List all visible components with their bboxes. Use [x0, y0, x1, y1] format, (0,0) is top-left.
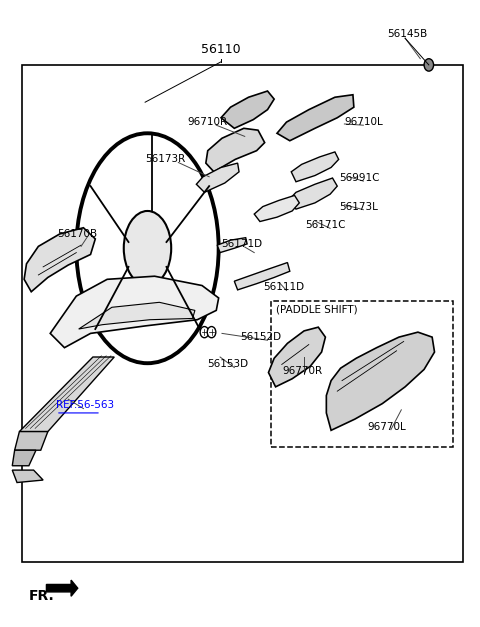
Polygon shape: [326, 332, 434, 430]
Text: 56171D: 56171D: [221, 239, 262, 249]
Polygon shape: [19, 357, 114, 431]
Text: 56152D: 56152D: [240, 332, 281, 342]
Text: 56111D: 56111D: [263, 282, 304, 292]
Circle shape: [200, 327, 209, 338]
Circle shape: [424, 59, 433, 71]
Text: 96770R: 96770R: [283, 366, 323, 376]
Polygon shape: [196, 163, 239, 192]
Polygon shape: [234, 263, 290, 290]
Polygon shape: [254, 196, 300, 221]
Text: 56145B: 56145B: [387, 29, 427, 39]
Polygon shape: [12, 470, 43, 483]
Text: 96710R: 96710R: [188, 117, 228, 127]
Bar: [271, 301, 454, 447]
Text: FR.: FR.: [29, 589, 55, 603]
Ellipse shape: [124, 211, 171, 285]
Text: 56153D: 56153D: [207, 359, 248, 369]
Polygon shape: [24, 228, 96, 292]
Polygon shape: [277, 95, 354, 140]
Polygon shape: [291, 152, 339, 182]
Text: REF.56-563: REF.56-563: [56, 401, 114, 411]
Circle shape: [207, 327, 216, 338]
Polygon shape: [221, 91, 274, 129]
Text: 56110: 56110: [201, 43, 241, 56]
Text: 96710L: 96710L: [344, 117, 383, 127]
Text: 56170B: 56170B: [57, 229, 97, 239]
Polygon shape: [217, 238, 247, 253]
Bar: [22, 65, 463, 562]
Text: 56991C: 56991C: [340, 173, 380, 183]
FancyArrow shape: [47, 580, 78, 596]
Polygon shape: [288, 178, 337, 209]
Text: (PADDLE SHIFT): (PADDLE SHIFT): [276, 304, 357, 314]
Polygon shape: [12, 450, 36, 466]
Polygon shape: [50, 277, 219, 348]
Polygon shape: [14, 431, 48, 450]
Text: 56173R: 56173R: [145, 154, 185, 164]
Polygon shape: [79, 302, 195, 329]
Polygon shape: [206, 129, 264, 172]
Text: 56173L: 56173L: [340, 202, 379, 211]
Polygon shape: [268, 327, 325, 387]
Text: 96770L: 96770L: [367, 421, 406, 431]
Text: 56171C: 56171C: [305, 220, 346, 230]
